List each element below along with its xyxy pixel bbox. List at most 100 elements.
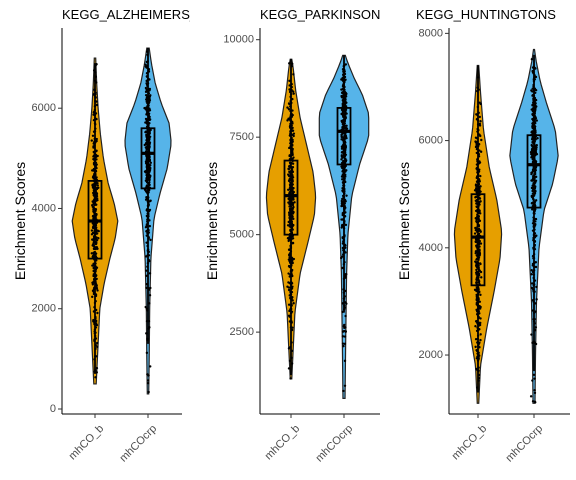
jitter-point: [531, 195, 533, 197]
jitter-point: [342, 330, 344, 332]
y-tick-label: 2500: [230, 326, 254, 338]
x-category-label: mhCOcrp: [503, 423, 545, 465]
jitter-point: [92, 206, 94, 208]
jitter-point: [480, 276, 482, 278]
y-axis-title: Enrichment Scores: [204, 162, 220, 280]
jitter-point: [147, 156, 149, 158]
jitter-point: [291, 223, 293, 225]
jitter-point: [145, 136, 147, 138]
jitter-point: [145, 130, 147, 132]
jitter-point: [479, 175, 481, 177]
panel-1: KEGG_ALZHEIMERS_Enrichment Scores0200040…: [12, 7, 198, 464]
jitter-point: [477, 254, 479, 256]
jitter-point: [292, 92, 294, 94]
y-tick-label: 4000: [32, 202, 56, 214]
jitter-point: [534, 190, 536, 192]
jitter-point: [532, 161, 534, 163]
jitter-point: [288, 178, 290, 180]
jitter-point: [147, 391, 149, 393]
jitter-point: [95, 190, 97, 192]
panel-title: KEGG_ALZHEIMERS_: [62, 7, 198, 22]
jitter-point: [533, 146, 535, 148]
jitter-point: [289, 377, 291, 379]
jitter-point: [290, 163, 292, 165]
x-category-label: mhCO_b: [263, 423, 303, 463]
jitter-point: [476, 277, 478, 279]
jitter-point: [477, 212, 479, 214]
jitter-point: [147, 165, 149, 167]
jitter-point: [533, 178, 535, 180]
jitter-point: [532, 201, 534, 203]
jitter-point: [474, 325, 476, 327]
jitter-point: [92, 238, 94, 240]
jitter-point: [480, 151, 482, 153]
jitter-point: [96, 104, 98, 106]
jitter-point: [288, 304, 290, 306]
jitter-point: [94, 232, 96, 234]
jitter-point: [286, 106, 288, 108]
jitter-point: [289, 230, 291, 232]
jitter-point: [288, 212, 290, 214]
jitter-point: [145, 143, 147, 145]
jitter-point: [530, 395, 532, 397]
jitter-point: [479, 301, 481, 303]
y-tick-label: 7500: [230, 131, 254, 143]
jitter-point: [289, 201, 291, 203]
jitter-point: [288, 118, 290, 120]
jitter-point: [341, 224, 343, 226]
jitter-point: [344, 110, 346, 112]
jitter-point: [532, 400, 534, 402]
jitter-point: [477, 225, 479, 227]
jitter-point: [479, 324, 481, 326]
jitter-point: [145, 170, 147, 172]
jitter-point: [94, 376, 96, 378]
jitter-point: [287, 281, 289, 283]
jitter-point: [146, 180, 148, 182]
jitter-point: [292, 225, 294, 227]
jitter-point: [480, 242, 482, 244]
jitter-point: [475, 229, 477, 231]
jitter-point: [147, 379, 149, 381]
jitter-point: [535, 266, 537, 268]
jitter-point: [345, 331, 347, 333]
jitter-point: [288, 238, 290, 240]
jitter-point: [477, 256, 479, 258]
jitter-point: [95, 226, 97, 228]
jitter-point: [149, 200, 151, 202]
jitter-point: [148, 183, 150, 185]
jitter-point: [477, 216, 479, 218]
jitter-point: [292, 192, 294, 194]
jitter-point: [475, 269, 477, 271]
jitter-point: [476, 272, 478, 274]
jitter-point: [531, 208, 533, 210]
y-axis-title: Enrichment Scores: [12, 162, 28, 280]
jitter-point: [146, 352, 148, 354]
jitter-point: [533, 203, 535, 205]
panel-2: KEGG_PARKINSONS Enrichment Scores 2500 5000…: [204, 7, 389, 464]
jitter-point: [290, 206, 292, 208]
jitter-point: [292, 302, 294, 304]
jitter-point: [145, 226, 147, 228]
jitter-point: [288, 62, 290, 64]
jitter-point: [531, 179, 533, 181]
jitter-point: [91, 139, 93, 141]
jitter-point: [341, 198, 343, 200]
jitter-point: [289, 189, 291, 191]
jitter-point: [535, 261, 537, 263]
x-category-label: mhCO_b: [67, 423, 107, 463]
jitter-point: [93, 215, 95, 217]
jitter-point: [343, 140, 345, 142]
jitter-point: [94, 212, 96, 214]
jitter-point: [475, 281, 477, 283]
jitter-point: [533, 180, 535, 182]
y-tick-label: 6000: [32, 102, 56, 114]
jitter-point: [289, 187, 291, 189]
jitter-point: [91, 184, 93, 186]
jitter-point: [291, 178, 293, 180]
y-tick-label: 8000: [419, 27, 443, 39]
jitter-point: [530, 131, 532, 133]
jitter-point: [343, 155, 345, 157]
jitter-point: [342, 390, 344, 392]
jitter-point: [96, 138, 98, 140]
x-category-label: mhCO_b: [450, 423, 490, 463]
